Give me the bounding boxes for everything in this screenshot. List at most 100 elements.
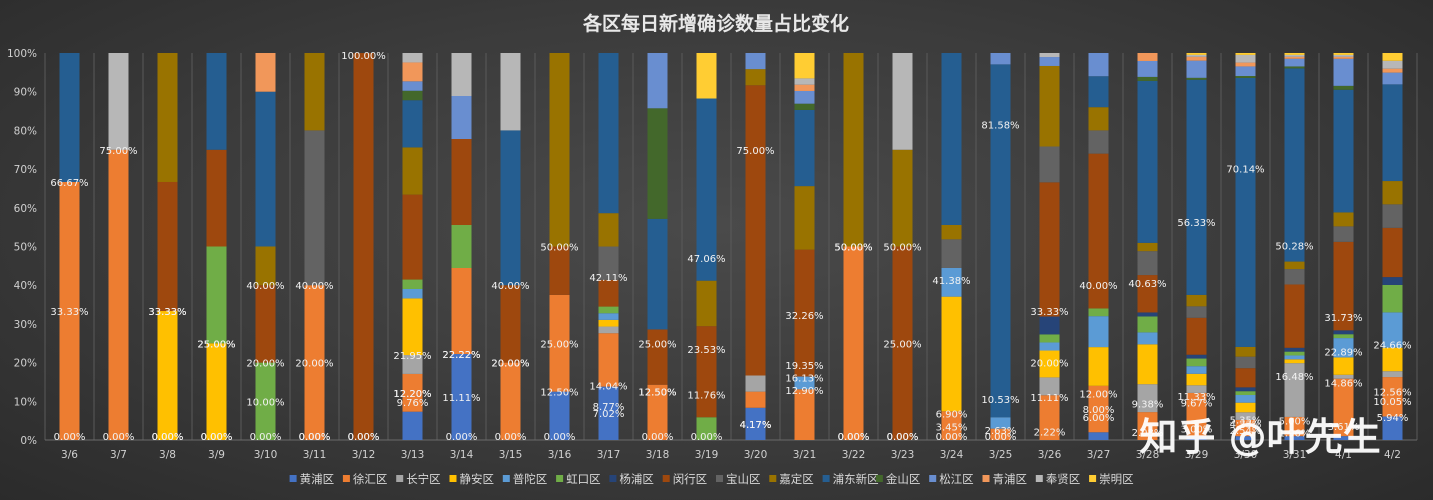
bar-segment bbox=[598, 213, 619, 247]
bar-segment bbox=[1186, 53, 1207, 55]
data-label: 6.00% bbox=[1083, 413, 1115, 424]
bar-segment bbox=[794, 249, 815, 377]
bar-segment bbox=[1284, 355, 1305, 360]
legend-swatch bbox=[289, 475, 297, 482]
data-label: 24.66% bbox=[1373, 341, 1411, 352]
bar-segment bbox=[108, 149, 129, 440]
bar-segment bbox=[1382, 204, 1403, 228]
bar-segment bbox=[59, 181, 80, 440]
bar-segment bbox=[549, 391, 570, 440]
chart-title: 各区每日新增确诊数量占比变化 bbox=[582, 12, 849, 35]
bar-segment bbox=[206, 246, 227, 344]
data-label: 81.58% bbox=[981, 120, 1019, 131]
bar-segment bbox=[843, 53, 864, 247]
bar-segment bbox=[990, 53, 1011, 65]
bar-segment bbox=[1284, 66, 1305, 69]
bar-segment bbox=[1186, 60, 1207, 78]
legend-swatch bbox=[822, 475, 830, 482]
data-label: 2.22% bbox=[1034, 427, 1066, 438]
x-tick-label: 3/29 bbox=[1185, 449, 1209, 461]
bar-segment bbox=[402, 53, 423, 63]
bar-segment bbox=[1333, 85, 1354, 90]
data-label: 0.00% bbox=[54, 432, 86, 443]
data-label: 42.11% bbox=[589, 273, 627, 284]
legend-label: 宝山区 bbox=[726, 472, 761, 486]
bar-segment bbox=[1235, 356, 1256, 369]
bar-segment bbox=[990, 64, 1011, 418]
bar-segment bbox=[206, 53, 227, 150]
bar-segment bbox=[1186, 366, 1207, 374]
bar-segment bbox=[1039, 377, 1060, 396]
bar-segment bbox=[1284, 436, 1305, 440]
bar-segment bbox=[1235, 77, 1256, 347]
bar-segment bbox=[1284, 347, 1305, 352]
bar-segment bbox=[500, 53, 521, 131]
y-tick-label: 40% bbox=[14, 280, 37, 292]
legend-label: 嘉定区 bbox=[779, 472, 814, 486]
data-label: 14.04% bbox=[589, 382, 627, 393]
data-label: 0.00% bbox=[887, 432, 919, 443]
bar-segment bbox=[206, 149, 227, 247]
bar-segment bbox=[745, 407, 766, 440]
data-label: 0.00% bbox=[446, 432, 478, 443]
data-label: 4.17% bbox=[740, 420, 772, 431]
data-label: 50.00% bbox=[883, 243, 921, 254]
bar-segment bbox=[1382, 60, 1403, 69]
legend-swatch bbox=[769, 475, 777, 482]
data-label: 32.26% bbox=[785, 311, 823, 322]
bar-segment bbox=[1284, 68, 1305, 262]
bar-segment bbox=[794, 53, 815, 79]
bar-segment bbox=[1235, 412, 1256, 420]
bar-segment bbox=[598, 319, 619, 327]
bar-segment bbox=[1137, 344, 1158, 385]
legend-swatch bbox=[342, 475, 350, 482]
bar-segment bbox=[500, 362, 521, 440]
bar-segment bbox=[402, 147, 423, 195]
data-label: 56.33% bbox=[1177, 218, 1215, 229]
bar-segment bbox=[1137, 251, 1158, 276]
bar-segment bbox=[1333, 56, 1354, 59]
data-label: 0.00% bbox=[495, 432, 527, 443]
data-label: 20.00% bbox=[491, 359, 529, 370]
data-label: 12.50% bbox=[638, 388, 676, 399]
x-tick-label: 3/23 bbox=[891, 449, 915, 461]
bar-segment bbox=[941, 267, 962, 297]
bar-segment bbox=[451, 268, 472, 354]
bar-segment bbox=[1137, 275, 1158, 313]
data-label: 25.00% bbox=[197, 339, 235, 350]
bar-segment bbox=[794, 186, 815, 250]
bar-segment bbox=[598, 313, 619, 320]
data-label: 11.11% bbox=[442, 393, 480, 404]
bar-segment bbox=[598, 306, 619, 314]
bar-segment bbox=[1382, 416, 1403, 440]
data-label: 75.00% bbox=[736, 146, 774, 157]
data-label: 0.00% bbox=[887, 432, 919, 443]
data-label: 20.00% bbox=[491, 359, 529, 370]
bar-segment bbox=[1137, 384, 1158, 413]
bar-segment bbox=[500, 285, 521, 363]
bar-segment bbox=[1039, 146, 1060, 183]
bar-segment bbox=[794, 90, 815, 104]
bar-segment bbox=[1333, 53, 1354, 55]
bar-segment bbox=[1186, 77, 1207, 80]
data-label: 40.00% bbox=[246, 281, 284, 292]
data-label: 2.54% bbox=[1230, 426, 1262, 437]
data-label: 7.02% bbox=[593, 409, 625, 420]
y-tick-label: 10% bbox=[14, 396, 37, 408]
x-tick-label: 3/18 bbox=[646, 449, 670, 461]
legend-label: 浦东新区 bbox=[833, 472, 879, 486]
bar-segment bbox=[745, 375, 766, 392]
x-tick-label: 3/19 bbox=[695, 449, 719, 461]
x-tick-label: 3/17 bbox=[597, 449, 621, 461]
bar-segment bbox=[1039, 53, 1060, 58]
y-tick-label: 0% bbox=[20, 435, 37, 447]
y-tick-label: 90% bbox=[14, 87, 37, 99]
bar-segment bbox=[1137, 242, 1158, 252]
x-tick-label: 3/16 bbox=[548, 449, 572, 461]
bar-segment bbox=[1284, 363, 1305, 417]
bar-segment bbox=[1333, 89, 1354, 213]
bar-segment bbox=[1333, 374, 1354, 379]
bar-segment bbox=[1284, 53, 1305, 55]
bar-segment bbox=[892, 149, 913, 247]
